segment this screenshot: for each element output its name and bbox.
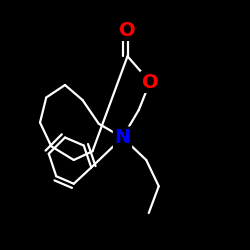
Text: O: O (142, 72, 158, 92)
Text: O: O (119, 20, 136, 40)
Text: N: N (114, 128, 130, 147)
